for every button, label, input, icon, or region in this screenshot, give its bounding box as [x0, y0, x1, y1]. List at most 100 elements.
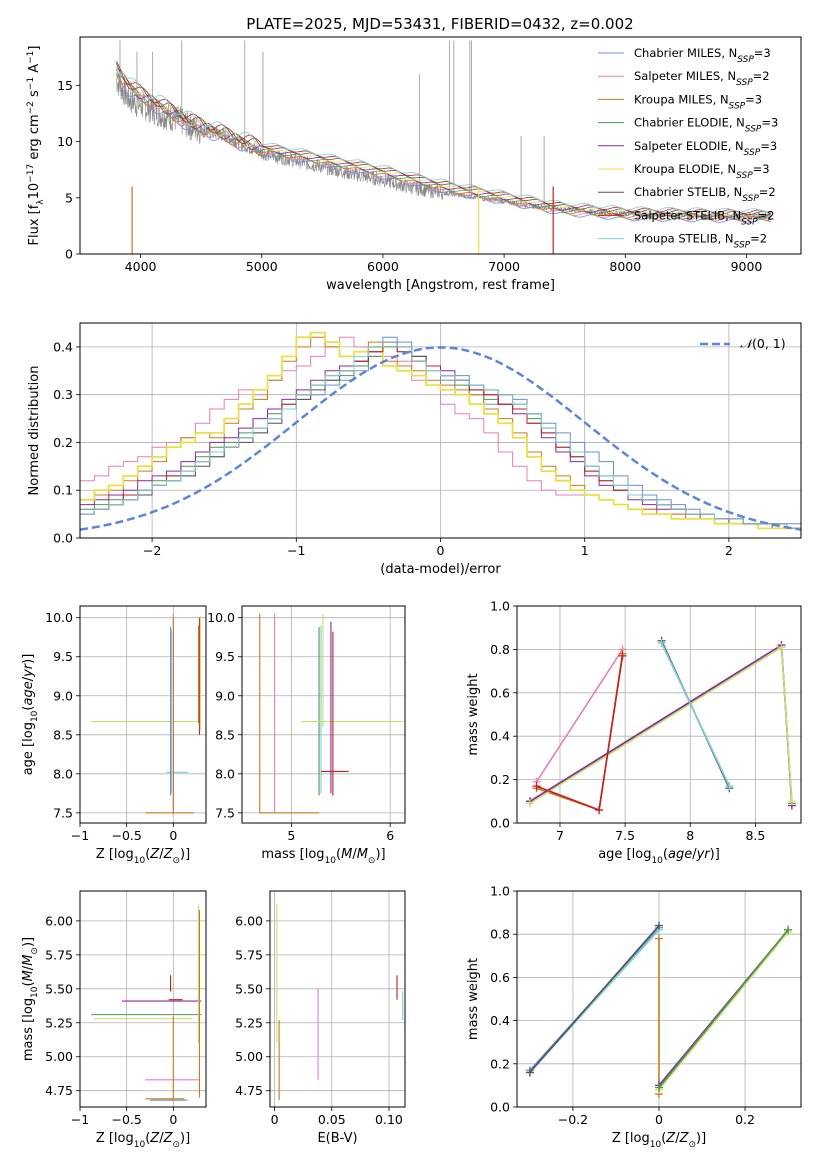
y-tick-label: 0.8 [490, 927, 510, 942]
legend-entry: Salpeter MILES, NSSP=2 [634, 69, 770, 88]
y-tick-label: 9.0 [215, 688, 235, 703]
plot-area-weight_vs_Z [525, 921, 793, 1099]
axes-frame [79, 890, 207, 1108]
legend-entry: Salpeter STELIB, NSSP=2 [634, 208, 775, 227]
panel-weight_vs_Z: −0.2 0 0.2 0.0 0.2 0.4 0.6 0.8 1.0 Z [log10(Z/Z⊙)… [466, 884, 802, 1150]
plot-area-age_vs_mass [259, 613, 404, 814]
x-tick-label: 0 [437, 543, 445, 558]
plot-area-residuals [80, 331, 801, 531]
y-tick-label: 8.0 [53, 766, 73, 781]
legend-entry: Kroupa ELODIE, NSSP=3 [634, 162, 770, 181]
y-tick-label: 7.5 [215, 805, 235, 820]
panel-weight_vs_age: 7 7.5 8 8.5 0.0 0.2 0.4 0.6 0.8 1.0 age [log10(age… [466, 599, 802, 866]
y-axis-label: Normed distribution [27, 366, 42, 496]
y-tick-label: 5 [65, 190, 73, 205]
x-axis-label: age [log10(age/yr)] [598, 847, 720, 866]
mass-weight-line [660, 642, 731, 787]
mass-weight-point [655, 934, 663, 943]
x-tick-label: 7 [556, 828, 564, 843]
x-tick-label: 0.10 [375, 1112, 403, 1127]
mass-weight-line [529, 645, 793, 804]
axes-frame [241, 605, 406, 824]
x-axis-label: Z [log10(Z/Z⊙)] [96, 847, 190, 866]
x-tick-label: 0 [655, 1112, 663, 1127]
y-tick-label: 4.75 [45, 1083, 73, 1098]
histogram-step-line [80, 331, 801, 530]
panel-age_vs_Z: −1 −0.5 0 7.5 8.0 8.5 9.0 9.5 10.0 Z [log10(Z/Z⊙)… [21, 605, 207, 866]
y-tick-label: 5.25 [45, 1015, 73, 1030]
y-tick-label: 5.75 [235, 947, 263, 962]
y-tick-label: 6.00 [235, 913, 263, 928]
y-tick-label: 10 [57, 134, 73, 149]
mass-weight-point [532, 782, 541, 791]
spectrum-model-line [115, 72, 771, 222]
mass-weight-point [618, 651, 627, 660]
y-tick-label: 8.0 [215, 766, 235, 781]
y-tick-label: 7.5 [53, 805, 73, 820]
mass-weight-point [526, 799, 535, 808]
y-tick-label: 5.50 [235, 981, 263, 996]
legend-entry: Salpeter ELODIE, NSSP=3 [634, 139, 777, 158]
mass-weight-line [658, 931, 789, 1091]
x-tick-label: −1 [71, 1112, 89, 1127]
mass-weight-line [529, 925, 660, 1073]
y-tick-label: 8.5 [53, 727, 73, 742]
x-tick-label: 5000 [246, 259, 278, 274]
y-axis-label: mass [log10(M/M⊙)] [21, 937, 40, 1061]
x-tick-label: 9000 [731, 259, 763, 274]
x-tick-label: −0.2 [558, 1112, 588, 1127]
y-tick-label: 0.0 [53, 531, 73, 546]
x-tick-label: 6000 [367, 259, 399, 274]
plot-area-mass_vs_EBV [276, 904, 404, 1101]
mass-weight-point [777, 643, 786, 652]
mass-weight-line [658, 929, 789, 1089]
y-tick-label: 0.4 [53, 339, 73, 354]
histogram-step-line [80, 341, 801, 529]
x-tick-label: −0.5 [111, 828, 141, 843]
y-axis-label: mass weight [466, 673, 481, 755]
mass-weight-point [525, 1068, 534, 1077]
x-tick-label: −2 [143, 543, 161, 558]
y-tick-label: 0.4 [490, 729, 510, 744]
plot-area-weight_vs_age [526, 636, 796, 814]
figure-title: PLATE=2025, MJD=53431, FIBERID=0432, z=0… [246, 15, 633, 33]
x-tick-label: −0.5 [111, 1112, 141, 1127]
legend-entry: 𝒩(0, 1) [740, 336, 786, 351]
axes-frame [79, 605, 207, 824]
panel-residuals: −2 −1 0 1 2 0.0 0.1 0.2 0.3 0.4 𝒩(0, 1) (data-model… [27, 322, 802, 577]
x-tick-label: 0 [169, 828, 177, 843]
axes-frame [269, 890, 406, 1108]
x-tick-label: 6 [386, 828, 394, 843]
legend-entry: Chabrier ELODIE, NSSP=3 [634, 116, 778, 135]
axes-frame [79, 36, 802, 255]
y-tick-label: 15 [57, 78, 73, 93]
legend-entry: Chabrier STELIB, NSSP=2 [634, 185, 776, 204]
y-tick-label: 0.2 [490, 1056, 510, 1071]
x-tick-label: 8.5 [745, 828, 765, 843]
x-tick-label: 0 [169, 1112, 177, 1127]
y-tick-label: 5.00 [235, 1049, 263, 1064]
y-tick-label: 0.4 [490, 1013, 510, 1028]
y-tick-label: 5.00 [45, 1049, 73, 1064]
mass-weight-point [655, 1083, 663, 1092]
x-axis-label: Z [log10(Z/Z⊙)] [96, 1131, 190, 1150]
y-tick-label: 0.2 [490, 772, 510, 787]
x-tick-label: −1 [71, 828, 89, 843]
normal-reference-curve [80, 346, 801, 531]
y-tick-label: 0.6 [490, 685, 510, 700]
y-axis-label: mass weight [466, 958, 481, 1040]
y-tick-label: 0.0 [490, 1100, 510, 1115]
x-tick-label: 8000 [609, 259, 641, 274]
y-axis-label: age [log10(age/yr)] [21, 654, 40, 776]
spectrum-model-line [115, 66, 771, 213]
y-tick-label: 8.5 [215, 727, 235, 742]
y-tick-label: 5.25 [235, 1015, 263, 1030]
plot-area-spectrum [115, 40, 771, 254]
x-tick-label: 0 [271, 1112, 279, 1127]
y-tick-label: 9.5 [53, 649, 73, 664]
legend-entry: Chabrier MILES, NSSP=3 [634, 46, 771, 65]
x-axis-label: (data-model)/error [380, 562, 501, 577]
x-tick-label: 4000 [125, 259, 157, 274]
panel-spectrum: 4000 5000 6000 7000 8000 9000 0 5 10 15 wavelength… [26, 36, 802, 293]
x-tick-label: 0.2 [735, 1112, 755, 1127]
